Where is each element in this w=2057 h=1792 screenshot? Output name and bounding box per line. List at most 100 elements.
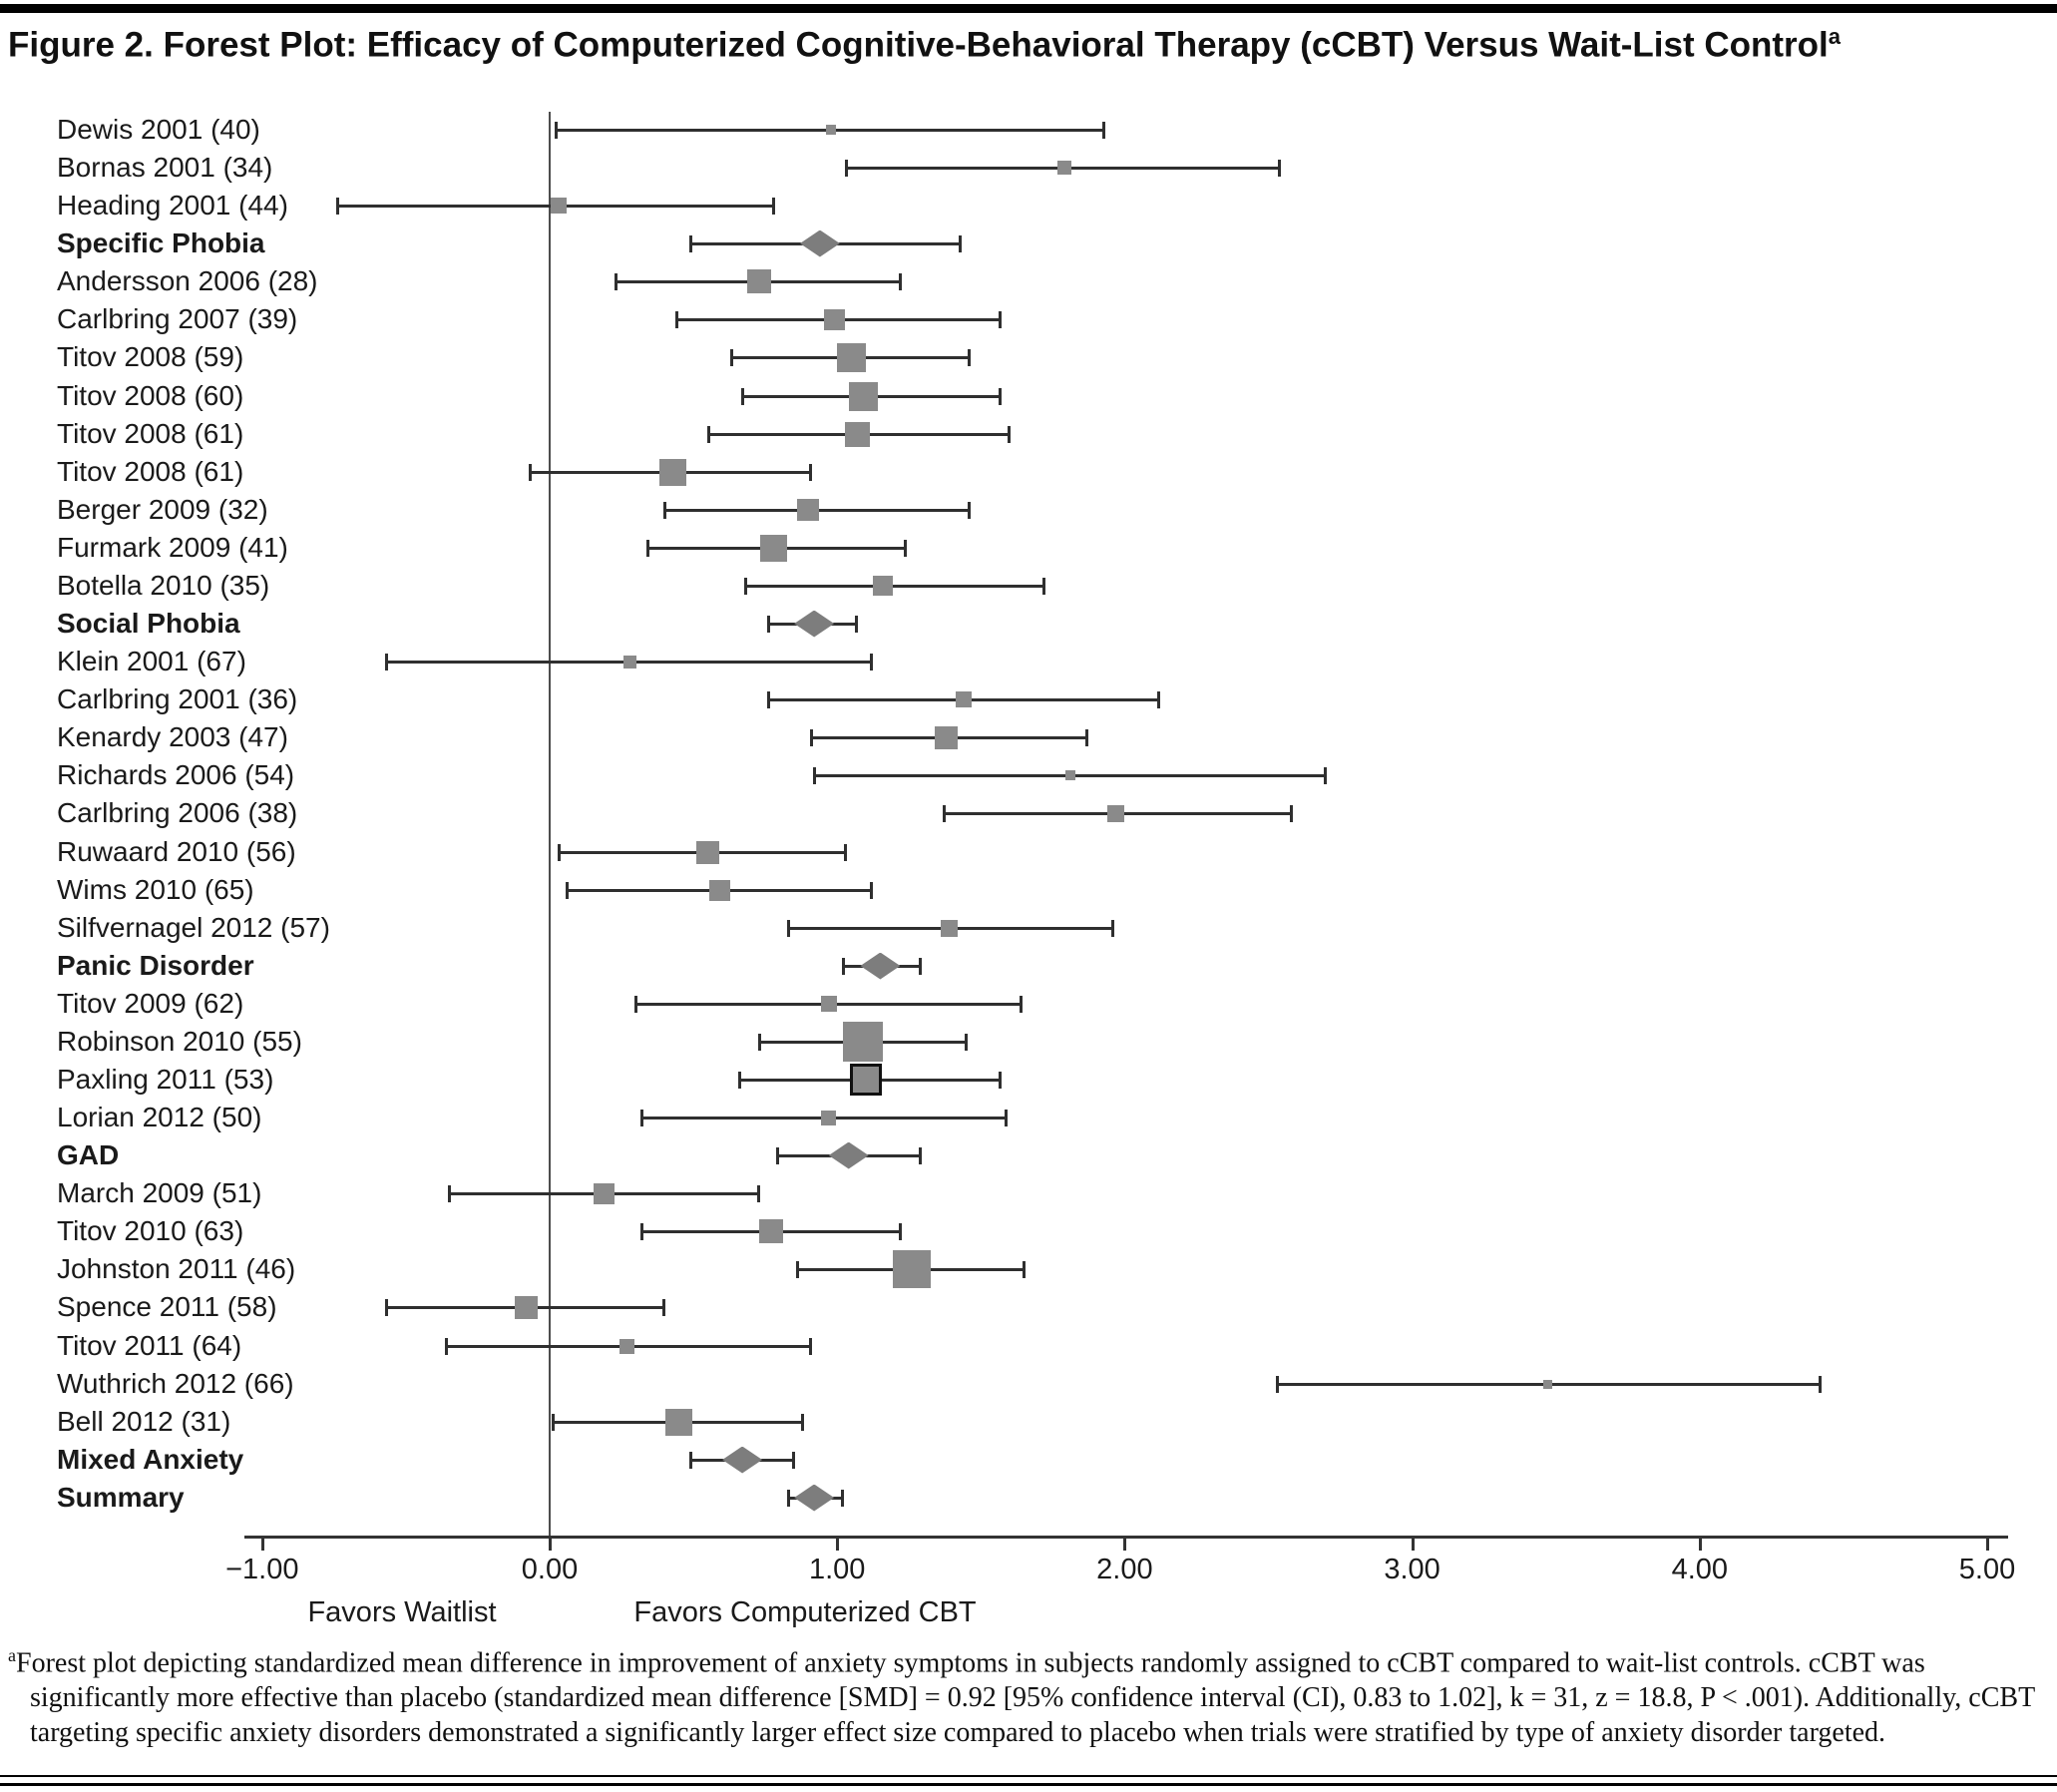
ci-cap-left: [448, 1185, 452, 1202]
effect-size-square-marker: [843, 1022, 884, 1062]
subtotal-diamond-marker: [722, 1446, 763, 1474]
effect-size-square-marker: [515, 1295, 539, 1319]
ci-cap-right: [843, 844, 847, 861]
effect-size-square-marker: [956, 691, 972, 707]
study-label: Titov 2008 (59): [57, 341, 244, 372]
ci-cap-right: [964, 1034, 968, 1051]
effect-size-square-marker: [848, 381, 878, 411]
ci-cap-right: [999, 388, 1003, 405]
effect-size-square-marker: [708, 879, 730, 901]
study-label: Andersson 2006 (28): [57, 265, 318, 296]
ci-cap-left: [942, 805, 946, 822]
ci-cap-right: [1008, 426, 1012, 443]
group-label: Specific Phobia: [57, 227, 265, 258]
ci-cap-left: [674, 311, 678, 328]
ci-cap-right: [1019, 996, 1023, 1013]
study-label: Titov 2008 (61): [57, 418, 244, 449]
effect-size-square-marker: [1107, 804, 1125, 822]
effect-size-square-marker: [821, 1110, 837, 1125]
ci-cap-left: [384, 654, 388, 671]
ci-cap-left: [787, 920, 791, 937]
ci-cap-left: [758, 1034, 762, 1051]
study-label: Botella 2010 (35): [57, 570, 270, 601]
ci-cap-right: [1084, 729, 1088, 746]
figure-title-superscript: a: [1828, 24, 1842, 49]
effect-size-square-marker: [623, 655, 637, 669]
ci-cap-left: [775, 1147, 779, 1164]
study-label: Johnston 2011 (46): [57, 1253, 296, 1284]
study-label: Wuthrich 2012 (66): [57, 1368, 294, 1399]
effect-size-square-marker: [550, 198, 567, 214]
ci-cap-right: [1041, 578, 1045, 595]
footnote-marker: a: [8, 1645, 16, 1665]
effect-size-square-marker: [826, 125, 837, 135]
ci-cap-left: [1276, 1376, 1280, 1393]
study-label: Carlbring 2007 (39): [57, 303, 298, 334]
effect-size-square-marker: [619, 1338, 635, 1354]
effect-size-square-marker: [797, 499, 820, 521]
x-axis-tick-label: 1.00: [808, 1554, 866, 1585]
effect-size-square-marker: [893, 1250, 932, 1288]
ci-cap-right: [771, 198, 775, 215]
study-label: Titov 2009 (62): [57, 988, 244, 1019]
ci-cap-left: [640, 1110, 644, 1126]
study-label: Ruwaard 2010 (56): [57, 836, 296, 867]
effect-size-square-marker: [1542, 1379, 1552, 1389]
ci-cap-right: [898, 1223, 902, 1240]
ci-cap-left: [810, 729, 814, 746]
study-label: Furmark 2009 (41): [57, 532, 288, 563]
ci-cap-right: [1278, 160, 1282, 177]
study-label: Paxling 2011 (53): [57, 1064, 274, 1095]
group-label: Summary: [57, 1482, 185, 1513]
effect-size-square-marker: [820, 996, 837, 1012]
ci-cap-left: [741, 388, 745, 405]
group-label: Social Phobia: [57, 608, 240, 639]
ci-cap-left: [551, 1414, 555, 1431]
ci-cap-left: [738, 1072, 742, 1089]
ci-cap-right: [1102, 122, 1106, 139]
ci-cap-right: [999, 1072, 1003, 1089]
ci-cap-right: [757, 1185, 761, 1202]
study-label: Robinson 2010 (55): [57, 1026, 302, 1057]
ci-cap-left: [844, 160, 848, 177]
study-label: Titov 2010 (63): [57, 1215, 244, 1246]
ci-cap-right: [918, 958, 922, 975]
effect-size-square-marker: [873, 576, 894, 596]
ci-cap-right: [1818, 1376, 1822, 1393]
effect-size-square-marker: [850, 1064, 883, 1096]
ci-cap-left: [566, 882, 570, 899]
study-label: Carlbring 2001 (36): [57, 683, 298, 714]
study-label: Carlbring 2006 (38): [57, 797, 298, 828]
bottom-rule-thick: [0, 1783, 2057, 1786]
ci-cap-left: [384, 1299, 388, 1316]
ci-cap-right: [1156, 691, 1160, 708]
ci-cap-right: [855, 616, 859, 633]
ci-cap-left: [634, 996, 638, 1013]
ci-cap-right: [999, 311, 1003, 328]
effect-size-square-marker: [837, 342, 867, 372]
ci-cap-left: [841, 958, 845, 975]
effect-size-square-marker: [823, 308, 845, 330]
ci-cap-right: [791, 1452, 795, 1469]
effect-size-square-marker: [760, 534, 788, 562]
x-axis-tick: [1411, 1536, 1415, 1551]
study-label: Titov 2008 (61): [57, 456, 244, 487]
ci-cap-left: [445, 1338, 449, 1355]
ci-cap-right: [1324, 767, 1328, 784]
ci-cap-left: [615, 273, 618, 290]
ci-cap-right: [967, 349, 971, 366]
subtotal-diamond-marker: [828, 1141, 869, 1169]
x-axis-tick: [260, 1536, 264, 1551]
x-axis-tick: [1123, 1536, 1127, 1551]
figure-footnote: aForest plot depicting standardized mean…: [8, 1644, 2049, 1750]
confidence-interval-line: [744, 585, 1044, 588]
x-axis-tick: [549, 1536, 552, 1551]
ci-cap-right: [809, 464, 813, 481]
ci-cap-left: [640, 1223, 644, 1240]
ci-cap-right: [869, 882, 873, 899]
ci-cap-left: [689, 1452, 693, 1469]
effect-size-square-marker: [1056, 161, 1071, 175]
ci-cap-left: [743, 578, 747, 595]
effect-size-square-marker: [1064, 770, 1075, 780]
study-label: Silfvernagel 2012 (57): [57, 912, 330, 943]
